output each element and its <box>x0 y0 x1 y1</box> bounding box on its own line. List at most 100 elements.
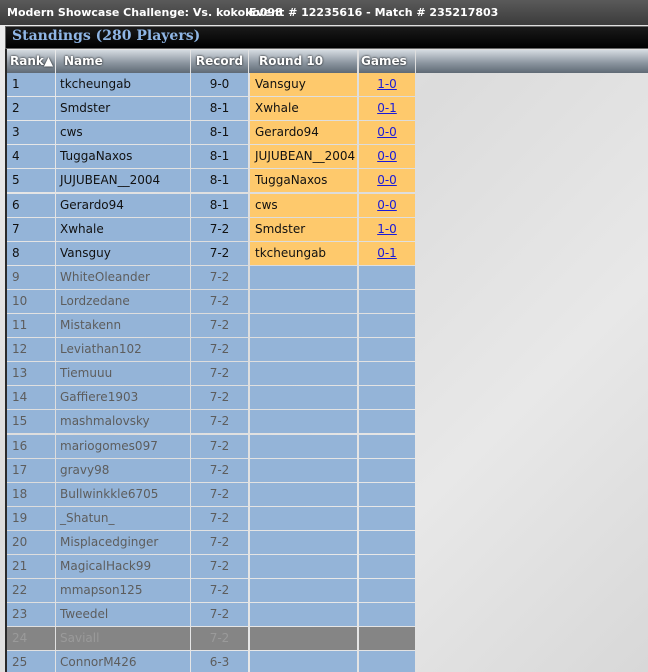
name-cell: _Shatun_ <box>56 506 190 530</box>
record-cell: 7-2 <box>191 289 248 313</box>
games-link[interactable]: 0-0 <box>377 173 397 188</box>
rank-cell: 23 <box>7 603 55 627</box>
rank-cell: 12 <box>7 338 55 362</box>
games-cell <box>359 651 415 672</box>
name-cell: tkcheungab <box>56 73 190 96</box>
name-cell: mashmalovsky <box>56 410 190 434</box>
opponent-cell <box>250 434 357 458</box>
name-cell: Tweedel <box>56 603 190 627</box>
title-bar: Modern Showcase Challenge: Vs. kokoko098… <box>0 0 648 25</box>
column-header: Round 10 <box>250 50 357 73</box>
rank-cell: 24 <box>7 627 55 651</box>
opponent-cell <box>250 482 357 506</box>
opponent-cell <box>250 603 357 627</box>
name-cell: gravy98 <box>56 458 190 482</box>
rank-cell: 2 <box>7 97 55 121</box>
name-cell: Xwhale <box>56 217 190 241</box>
name-cell: Mistakenn <box>56 314 190 337</box>
games-cell: 0-0 <box>359 145 415 169</box>
name-cell: Gerardo94 <box>56 193 190 217</box>
name-cell: mariogomes097 <box>56 434 190 458</box>
games-link[interactable]: 0-0 <box>377 149 397 164</box>
column-header-filler <box>416 50 648 73</box>
games-cell <box>359 506 415 530</box>
opponent-cell: JUJUBEAN__2004 <box>250 145 357 169</box>
rank-cell: 7 <box>7 217 55 241</box>
record-cell: 7-2 <box>191 241 248 265</box>
record-cell: 7-2 <box>191 555 248 578</box>
games-link[interactable]: 1-0 <box>377 221 397 236</box>
rank-cell: 17 <box>7 458 55 482</box>
rank-cell: 6 <box>7 193 55 217</box>
games-cell <box>359 579 415 603</box>
name-cell: Bullwinkkle6705 <box>56 482 190 506</box>
opponent-cell: cws <box>250 193 357 217</box>
games-link[interactable]: 0-0 <box>377 197 397 212</box>
record-cell: 7-2 <box>191 362 248 386</box>
games-link[interactable]: 0-0 <box>377 125 397 140</box>
games-cell: 1-0 <box>359 217 415 241</box>
games-cell <box>359 627 415 651</box>
games-cell <box>359 482 415 506</box>
games-cell <box>359 458 415 482</box>
record-cell: 8-1 <box>191 97 248 121</box>
name-cell: ConnorM426 <box>56 651 190 672</box>
rank-cell: 5 <box>7 169 55 193</box>
rank-cell: 19 <box>7 506 55 530</box>
record-cell: 7-2 <box>191 579 248 603</box>
name-cell: Saviall <box>56 627 190 651</box>
record-cell: 7-2 <box>191 314 248 337</box>
opponent-cell <box>250 338 357 362</box>
column-header: Name <box>56 50 190 73</box>
name-cell: Tiemuuu <box>56 362 190 386</box>
rank-cell: 20 <box>7 530 55 554</box>
rank-cell: 3 <box>7 121 55 145</box>
opponent-cell: Smdster <box>250 217 357 241</box>
opponent-cell <box>250 314 357 337</box>
panel-header: Standings (280 Players) <box>5 26 648 49</box>
name-cell: cws <box>56 121 190 145</box>
column-header-gap <box>249 50 250 73</box>
rank-cell: 16 <box>7 434 55 458</box>
opponent-cell <box>250 651 357 672</box>
opponent-cell <box>250 362 357 386</box>
opponent-cell <box>250 386 357 410</box>
games-cell <box>359 410 415 434</box>
opponent-cell <box>250 265 357 289</box>
games-cell <box>359 314 415 337</box>
games-cell <box>359 530 415 554</box>
record-cell: 9-0 <box>191 73 248 96</box>
name-cell: mmapson125 <box>56 579 190 603</box>
games-cell <box>359 338 415 362</box>
event-ids: Event # 12235616 - Match # 235217803 <box>249 6 499 19</box>
record-cell: 8-1 <box>191 145 248 169</box>
rank-cell: 9 <box>7 265 55 289</box>
name-cell: Gaffiere1903 <box>56 386 190 410</box>
column-header: Rank▲ <box>7 50 55 73</box>
record-cell: 7-2 <box>191 506 248 530</box>
games-cell <box>359 386 415 410</box>
event-name: Modern Showcase Challenge: Vs. kokoko098 <box>7 6 283 19</box>
games-cell: 0-0 <box>359 169 415 193</box>
games-link[interactable]: 0-1 <box>377 101 397 116</box>
record-cell: 7-2 <box>191 338 248 362</box>
name-cell: Leviathan102 <box>56 338 190 362</box>
opponent-cell: TuggaNaxos <box>250 169 357 193</box>
games-cell: 0-1 <box>359 241 415 265</box>
games-cell <box>359 362 415 386</box>
games-cell <box>359 603 415 627</box>
opponent-cell <box>250 530 357 554</box>
games-link[interactable]: 1-0 <box>377 77 397 91</box>
opponent-cell: Xwhale <box>250 97 357 121</box>
name-cell: MagicalHack99 <box>56 555 190 578</box>
record-cell: 7-2 <box>191 434 248 458</box>
opponent-cell <box>250 458 357 482</box>
rank-cell: 25 <box>7 651 55 672</box>
opponent-cell <box>250 289 357 313</box>
games-link[interactable]: 0-1 <box>377 245 397 260</box>
record-cell: 7-2 <box>191 217 248 241</box>
rank-cell: 11 <box>7 314 55 337</box>
record-cell: 7-2 <box>191 265 248 289</box>
games-cell <box>359 289 415 313</box>
games-cell: 0-0 <box>359 121 415 145</box>
